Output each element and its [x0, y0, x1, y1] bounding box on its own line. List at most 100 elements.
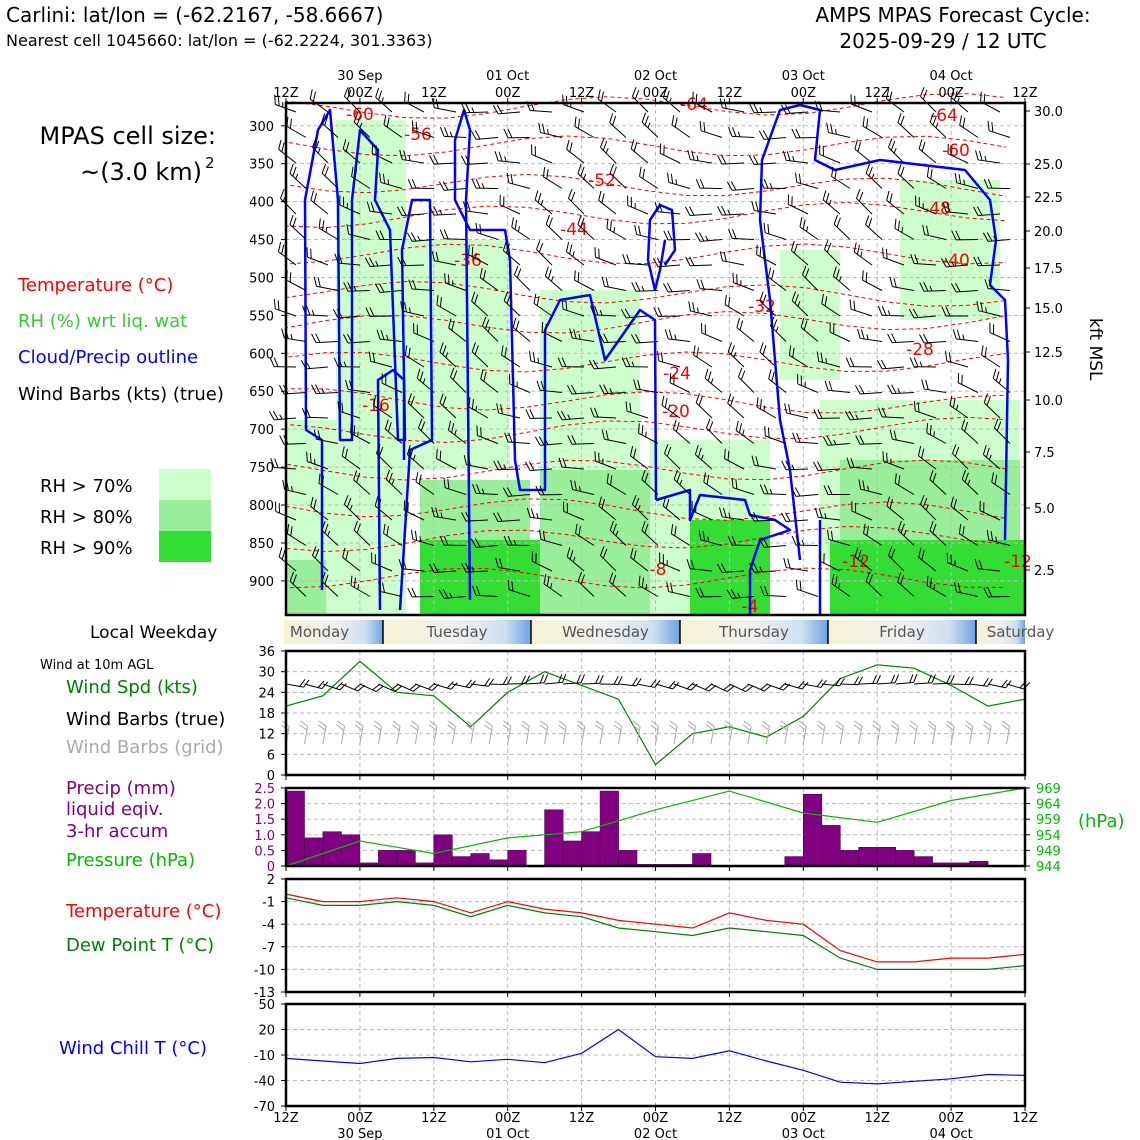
wind-barb-flag [897, 520, 903, 531]
wind-barb-flag [547, 128, 549, 135]
wind-barb [337, 401, 361, 419]
wind-barb-flag [369, 307, 375, 317]
wind-barb-flag [572, 556, 576, 563]
barb-staff [489, 683, 508, 686]
wind-barb-flag [666, 172, 670, 183]
bottom-time-tick-label: 12Z [569, 1111, 595, 1126]
wind-barb-flag [645, 431, 647, 437]
wind-barb [921, 379, 947, 393]
wind-barb [574, 116, 595, 138]
wind-barb [634, 224, 659, 240]
wind-barb-flag [798, 173, 802, 184]
wind-barb [790, 241, 809, 266]
wind-barb [727, 393, 745, 419]
wind-barb [781, 460, 809, 471]
wind-barb-flag [345, 379, 349, 390]
wind-barb [594, 451, 617, 470]
wind-barb-flag [542, 123, 545, 134]
wind-barb-flag [279, 189, 285, 199]
wind-barb [787, 194, 809, 215]
wind-barb-flag [944, 257, 951, 267]
wind-barb-flag [356, 523, 361, 534]
barb-flag [299, 678, 306, 687]
wind-barb-flag [739, 320, 744, 331]
wind-barb [375, 87, 393, 113]
wind-barb-flag [577, 571, 583, 582]
wind-barb-flag [735, 420, 739, 431]
wind-barb-flag [785, 460, 791, 470]
wind-barb-flag [344, 448, 348, 459]
wind-barb-flag [889, 499, 894, 509]
wind-barb-flag [897, 164, 902, 174]
wind-barb-flag [577, 215, 582, 225]
wind-barb-flag [662, 283, 669, 293]
wind-barb [894, 218, 915, 240]
barb-flag [632, 720, 641, 727]
wind-barb-flag [346, 89, 352, 100]
wind-barb-flag [603, 333, 609, 343]
wind-barb [461, 511, 489, 522]
wind-barb-flag [922, 333, 929, 343]
panel-ytick-label: 50 [258, 998, 275, 1013]
wind-barb [533, 293, 553, 317]
wind-barb-flag [787, 558, 791, 569]
wind-barb [731, 477, 755, 495]
wind-barb-flag [957, 372, 960, 383]
top-time-tick-label: 12Z [569, 86, 595, 101]
wind-barb [726, 589, 755, 599]
legend-rh90: RH > 90% [40, 538, 133, 559]
wind-barb [461, 103, 489, 114]
barb-flag [488, 678, 495, 687]
wind-barb-flag [629, 402, 632, 413]
wind-barb-flag [410, 396, 415, 406]
wind-barb-flag [952, 329, 957, 339]
wind-barb-flag [556, 411, 563, 421]
barb-flag [392, 720, 401, 727]
wind-barb-flag [918, 334, 925, 344]
wind-barb-flag [929, 112, 935, 123]
wind-barb-flag [885, 89, 890, 99]
wind-barb-flag [567, 435, 573, 445]
wind-barb-flag [976, 300, 980, 311]
wind-barb-staff [534, 199, 553, 215]
wind-barb-flag [563, 501, 565, 512]
precip-label-2: liquid eqiv. [66, 799, 163, 820]
wind-barb [759, 342, 777, 368]
wind-barb-flag [406, 445, 411, 455]
wind-barb-flag [978, 150, 983, 161]
wind-barb [687, 149, 713, 164]
wind-barb [929, 470, 947, 495]
wind-barb-flag [645, 584, 648, 590]
barb-flag [543, 674, 549, 683]
precip-bar [562, 840, 582, 867]
wind-barb-flag [724, 294, 727, 305]
wind-barb-flag [630, 139, 635, 149]
wind-barb-staff [536, 249, 553, 266]
wind-barb-flag [631, 282, 637, 292]
cell-size-sup: 2 [205, 154, 215, 172]
wind-barb-flag [814, 507, 819, 518]
wind-barb-flag [921, 550, 925, 561]
wind-barb-flag [727, 342, 733, 352]
barb-flag [797, 680, 805, 689]
wind-barb [346, 224, 371, 240]
wind-barb-flag [583, 173, 587, 180]
wind-barb-flag [721, 154, 727, 165]
wind-barb-flag [465, 103, 471, 113]
wind-barb-staff [695, 402, 713, 419]
wind-barb-flag [625, 357, 631, 367]
pressure-unit: (hPa) [1078, 811, 1125, 832]
wind-barb-flag [762, 294, 767, 304]
wind-barb-flag [468, 244, 470, 255]
pressure-tick-label: 300 [249, 120, 274, 135]
barb-staff [525, 726, 530, 745]
wind-barb-flag [408, 347, 411, 358]
wind-barb-flag [472, 585, 477, 596]
wind-barb-flag [289, 164, 294, 174]
wind-barb-flag [274, 458, 279, 468]
barb-staff [969, 683, 988, 687]
wind-barb-10m [526, 674, 549, 685]
wind-barb-flag [857, 142, 862, 152]
wind-barb [716, 563, 745, 574]
wind-barb-flag [281, 244, 285, 255]
